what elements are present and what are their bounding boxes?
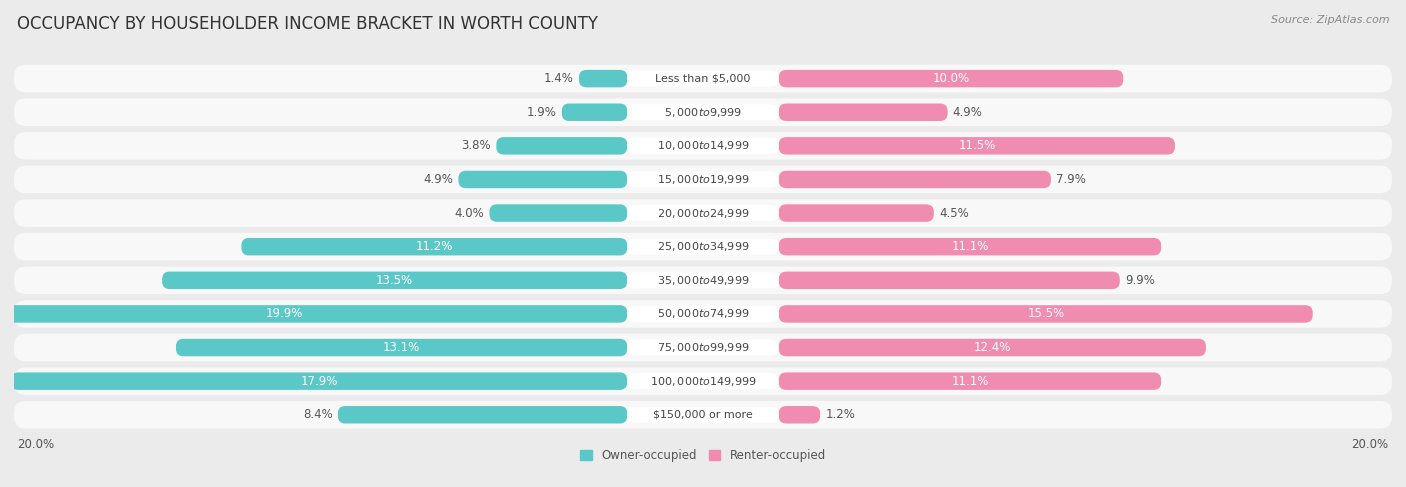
Text: 13.1%: 13.1% xyxy=(382,341,420,354)
Text: 19.9%: 19.9% xyxy=(266,307,304,320)
FancyBboxPatch shape xyxy=(779,305,1313,323)
Text: $25,000 to $34,999: $25,000 to $34,999 xyxy=(657,240,749,253)
Legend: Owner-occupied, Renter-occupied: Owner-occupied, Renter-occupied xyxy=(575,444,831,467)
FancyBboxPatch shape xyxy=(11,373,627,390)
FancyBboxPatch shape xyxy=(779,373,1161,390)
Text: 7.9%: 7.9% xyxy=(1056,173,1085,186)
FancyBboxPatch shape xyxy=(627,239,779,255)
Text: $5,000 to $9,999: $5,000 to $9,999 xyxy=(664,106,742,119)
Text: $100,000 to $149,999: $100,000 to $149,999 xyxy=(650,375,756,388)
FancyBboxPatch shape xyxy=(779,103,948,121)
Text: 11.1%: 11.1% xyxy=(952,240,988,253)
FancyBboxPatch shape xyxy=(489,205,627,222)
Text: 11.2%: 11.2% xyxy=(416,240,453,253)
Text: 15.5%: 15.5% xyxy=(1028,307,1064,320)
Text: $10,000 to $14,999: $10,000 to $14,999 xyxy=(657,139,749,152)
FancyBboxPatch shape xyxy=(627,205,779,221)
FancyBboxPatch shape xyxy=(779,137,1175,154)
Text: 4.0%: 4.0% xyxy=(454,206,484,220)
Text: 9.9%: 9.9% xyxy=(1125,274,1154,287)
Text: 1.4%: 1.4% xyxy=(544,72,574,85)
FancyBboxPatch shape xyxy=(579,70,627,87)
FancyBboxPatch shape xyxy=(627,407,779,423)
Text: 12.4%: 12.4% xyxy=(974,341,1011,354)
Text: 1.9%: 1.9% xyxy=(527,106,557,119)
FancyBboxPatch shape xyxy=(562,103,627,121)
Text: Source: ZipAtlas.com: Source: ZipAtlas.com xyxy=(1271,15,1389,25)
Text: 8.4%: 8.4% xyxy=(302,408,333,421)
FancyBboxPatch shape xyxy=(779,272,1119,289)
FancyBboxPatch shape xyxy=(14,367,1392,395)
Text: 3.8%: 3.8% xyxy=(461,139,491,152)
FancyBboxPatch shape xyxy=(14,65,1392,93)
FancyBboxPatch shape xyxy=(14,401,1392,429)
Text: 4.9%: 4.9% xyxy=(423,173,453,186)
Text: 13.5%: 13.5% xyxy=(377,274,413,287)
FancyBboxPatch shape xyxy=(627,71,779,87)
FancyBboxPatch shape xyxy=(458,171,627,188)
Text: $15,000 to $19,999: $15,000 to $19,999 xyxy=(657,173,749,186)
FancyBboxPatch shape xyxy=(627,272,779,288)
FancyBboxPatch shape xyxy=(14,199,1392,227)
FancyBboxPatch shape xyxy=(14,233,1392,261)
Text: 10.0%: 10.0% xyxy=(932,72,970,85)
FancyBboxPatch shape xyxy=(779,339,1206,356)
Text: 17.9%: 17.9% xyxy=(301,375,337,388)
FancyBboxPatch shape xyxy=(627,138,779,154)
FancyBboxPatch shape xyxy=(14,266,1392,294)
FancyBboxPatch shape xyxy=(0,305,627,323)
FancyBboxPatch shape xyxy=(176,339,627,356)
FancyBboxPatch shape xyxy=(337,406,627,424)
FancyBboxPatch shape xyxy=(779,70,1123,87)
Text: 11.5%: 11.5% xyxy=(959,139,995,152)
FancyBboxPatch shape xyxy=(779,205,934,222)
FancyBboxPatch shape xyxy=(242,238,627,255)
Text: 1.2%: 1.2% xyxy=(825,408,855,421)
Text: $150,000 or more: $150,000 or more xyxy=(654,410,752,420)
Text: $35,000 to $49,999: $35,000 to $49,999 xyxy=(657,274,749,287)
Text: OCCUPANCY BY HOUSEHOLDER INCOME BRACKET IN WORTH COUNTY: OCCUPANCY BY HOUSEHOLDER INCOME BRACKET … xyxy=(17,15,598,33)
FancyBboxPatch shape xyxy=(779,171,1050,188)
FancyBboxPatch shape xyxy=(779,406,820,424)
FancyBboxPatch shape xyxy=(779,238,1161,255)
Text: 20.0%: 20.0% xyxy=(17,438,55,450)
Text: 4.9%: 4.9% xyxy=(953,106,983,119)
Text: $75,000 to $99,999: $75,000 to $99,999 xyxy=(657,341,749,354)
FancyBboxPatch shape xyxy=(14,166,1392,193)
Text: 4.5%: 4.5% xyxy=(939,206,969,220)
FancyBboxPatch shape xyxy=(627,339,779,356)
Text: Less than $5,000: Less than $5,000 xyxy=(655,74,751,84)
FancyBboxPatch shape xyxy=(162,272,627,289)
FancyBboxPatch shape xyxy=(627,104,779,120)
FancyBboxPatch shape xyxy=(496,137,627,154)
FancyBboxPatch shape xyxy=(14,300,1392,328)
Text: $50,000 to $74,999: $50,000 to $74,999 xyxy=(657,307,749,320)
FancyBboxPatch shape xyxy=(627,373,779,389)
Text: 11.1%: 11.1% xyxy=(952,375,988,388)
Text: $20,000 to $24,999: $20,000 to $24,999 xyxy=(657,206,749,220)
FancyBboxPatch shape xyxy=(14,98,1392,126)
FancyBboxPatch shape xyxy=(14,132,1392,160)
FancyBboxPatch shape xyxy=(627,171,779,187)
Text: 20.0%: 20.0% xyxy=(1351,438,1389,450)
FancyBboxPatch shape xyxy=(627,306,779,322)
FancyBboxPatch shape xyxy=(14,334,1392,361)
